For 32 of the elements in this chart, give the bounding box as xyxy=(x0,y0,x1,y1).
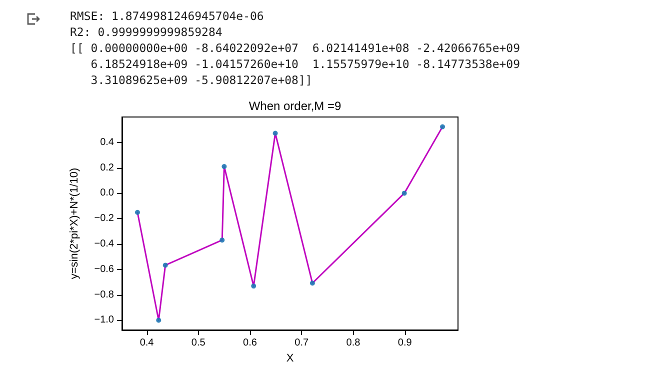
x-tick-label: 0.8 xyxy=(346,338,361,348)
point xyxy=(162,262,168,268)
y-tick-label: 0.0 xyxy=(100,188,114,199)
chart-title: When order,M =9 xyxy=(248,99,342,113)
point xyxy=(222,164,227,170)
y-tick-label: −0.2 xyxy=(94,213,114,224)
text: 6.18524918e+09 -1.04157260e+10 1.15575979e+10 -8.14773538e+09 xyxy=(90,56,520,72)
x-tick-label: 0.9 xyxy=(398,338,412,348)
point xyxy=(220,238,225,243)
y-tick-label: −0.8 xyxy=(94,289,114,300)
x-tick-label: 0.6 xyxy=(243,338,258,348)
point xyxy=(402,190,407,196)
text: [[ 0.00000000e+00 -8.64022092e+07 6.02141491e+08 -2.42066765e+09 xyxy=(70,40,520,56)
y-tick-label: 0.4 xyxy=(100,136,114,148)
point xyxy=(251,284,256,289)
x-axis-title: X xyxy=(286,352,294,364)
x-tick-label: 0.7 xyxy=(294,338,309,348)
y-tick-label: −0.4 xyxy=(94,238,114,250)
point xyxy=(156,318,162,323)
point xyxy=(440,124,446,130)
x-tick-label: 0.5 xyxy=(191,338,206,348)
text: 3.31089625e+09 -5.90812207e+08]] xyxy=(90,72,314,88)
text: RMSE: 1.8749981246945704e-06 xyxy=(70,8,265,24)
point xyxy=(310,280,315,286)
y-axis-title: y=sin(2*pi*X)+N*(1/10) xyxy=(68,168,80,280)
y-tick-label: −0.6 xyxy=(94,264,114,275)
point xyxy=(272,130,278,136)
x-tick-label: 0.4 xyxy=(140,338,154,348)
text: R2: 0.9999999999859284 xyxy=(70,24,224,40)
y-tick-label: −1.0 xyxy=(94,314,114,326)
point xyxy=(134,210,140,215)
y-tick-label: 0.2 xyxy=(100,162,114,174)
